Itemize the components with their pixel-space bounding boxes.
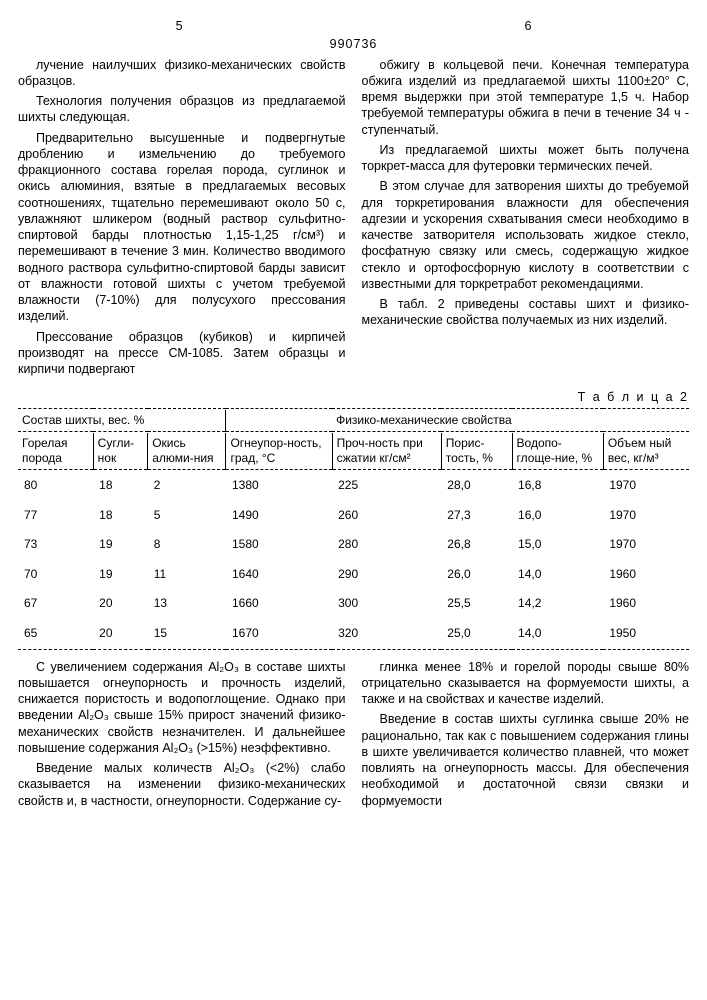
table-row: 77185149026027,316,01970 [18, 501, 689, 531]
col-header: Горелая порода [18, 433, 93, 470]
para: глинка менее 18% и горелой породы свыше … [362, 659, 690, 708]
group-header: Состав шихты, вес. % [18, 410, 226, 432]
table-row: 672013166030025,514,21960 [18, 589, 689, 619]
table-caption: Т а б л и ц а 2 [18, 389, 689, 405]
right-column: обжигу в кольцевой печи. Конечная темпер… [362, 57, 690, 382]
para: Предварительно высушенные и подвергнутые… [18, 130, 346, 325]
para: В табл. 2 приведены составы шихт и физик… [362, 296, 690, 329]
para: Введение малых количеств Al₂O₃ (<2%) сла… [18, 760, 346, 809]
group-header: Физико-механические свойства [332, 410, 689, 432]
table-group-header-row: Состав шихты, вес. % Физико-механические… [18, 410, 689, 432]
table-row: 73198158028026,815,01970 [18, 530, 689, 560]
page-number-right: 6 [367, 18, 689, 34]
table-row: 80182138022528,016,81970 [18, 471, 689, 501]
para: В этом случае для затворения шихты до тр… [362, 178, 690, 292]
table-row: 701911164029026,014,01960 [18, 560, 689, 590]
para: Из предлагаемой шихты может быть получен… [362, 142, 690, 175]
page-header: 5 6 [18, 18, 689, 34]
para: лучение наилучших физико-механических св… [18, 57, 346, 90]
para: С увеличением содержания Al₂O₃ в составе… [18, 659, 346, 757]
col-header: Сугли-нок [93, 433, 148, 470]
para: Технология получения образцов из предлаг… [18, 93, 346, 126]
col-header: Окись алюми-ния [148, 433, 226, 470]
bottom-text-columns: С увеличением содержания Al₂O₃ в составе… [18, 659, 689, 813]
col-header: Огнеупор-ность, град, °С [226, 433, 332, 470]
left-column: лучение наилучших физико-механических св… [18, 57, 346, 382]
table-column-header-row: Горелая порода Сугли-нок Окись алюми-ния… [18, 433, 689, 470]
table-row: 652015167032025,014,01950 [18, 619, 689, 649]
col-header: Водопо-глоще-ние, % [512, 433, 603, 470]
para: Введение в состав шихты суглинка свыше 2… [362, 711, 690, 809]
col-header: Объем ный вес, кг/м³ [603, 433, 689, 470]
para: Прессование образцов (кубиков) и кирпиче… [18, 329, 346, 378]
document-number: 990736 [18, 36, 689, 52]
col-header: Порис-тость, % [441, 433, 512, 470]
bottom-left-column: С увеличением содержания Al₂O₃ в составе… [18, 659, 346, 813]
col-header: Проч-ность при сжатии кг/см² [332, 433, 441, 470]
para: обжигу в кольцевой печи. Конечная темпер… [362, 57, 690, 138]
page-number-left: 5 [18, 18, 340, 34]
data-table: Состав шихты, вес. % Физико-механические… [18, 408, 689, 651]
top-text-columns: лучение наилучших физико-механических св… [18, 57, 689, 382]
table-body: 80182138022528,016,81970 77185149026027,… [18, 471, 689, 651]
bottom-right-column: глинка менее 18% и горелой породы свыше … [362, 659, 690, 813]
